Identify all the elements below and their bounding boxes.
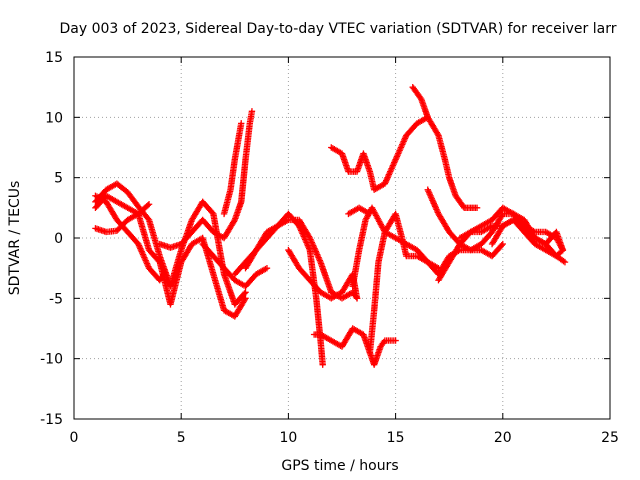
axis-ticks: 0 5 10 15 20 25 -15 -10 -5 0 5 10 15 [40,50,619,446]
x-tick-label: 25 [601,430,619,446]
chart-title: Day 003 of 2023, Sidereal Day-to-day VTE… [60,21,617,37]
data-point [499,240,506,248]
series-track-6 [220,120,245,218]
trace-marker [230,218,238,225]
series-track-13 [409,83,481,212]
series-track-4 [92,192,153,218]
trace-marker [241,296,248,303]
y-tick-label: -5 [49,291,63,307]
series-track-20 [488,216,567,254]
series-track-17 [424,186,506,260]
data-point [248,108,256,115]
data-point [319,361,326,368]
data-point [238,120,245,127]
data-point [561,258,569,266]
data-points [92,83,569,368]
data-point [160,271,168,278]
data-point [473,204,481,212]
trace-marker [498,242,505,249]
y-tick-label: -10 [40,352,63,368]
x-axis-label: GPS time / hours [281,458,398,474]
data-point [353,295,361,302]
series-track-5 [156,108,256,251]
trace-marker [560,257,567,265]
trace-marker [209,209,216,216]
data-point [242,295,249,302]
trace-marker [241,290,248,297]
data-point [145,201,153,208]
series-track-3 [92,192,168,284]
data-point [263,264,271,272]
trace-marker [144,202,152,209]
x-tick-label: 10 [279,430,297,446]
y-axis-label: SDTVAR / TECUs [7,181,23,296]
trace-marker [434,130,441,138]
x-tick-label: 20 [494,430,512,446]
series-track-7 [199,240,271,290]
data-point [392,337,399,344]
series-track-12 [328,114,431,193]
series-track-11 [310,325,399,368]
y-tick-label: 15 [45,50,63,66]
data-point [366,210,374,218]
y-tick-label: 0 [54,231,63,247]
y-tick-label: 10 [45,110,63,126]
x-tick-label: 5 [177,430,186,446]
x-tick-label: 0 [70,430,79,446]
series-track-15 [345,204,374,218]
x-tick-label: 15 [387,430,405,446]
data-point [559,246,567,254]
y-tick-label: 5 [54,171,63,187]
y-tick-label: -15 [40,412,63,428]
data-point [242,289,249,296]
series-track-9 [242,216,361,302]
